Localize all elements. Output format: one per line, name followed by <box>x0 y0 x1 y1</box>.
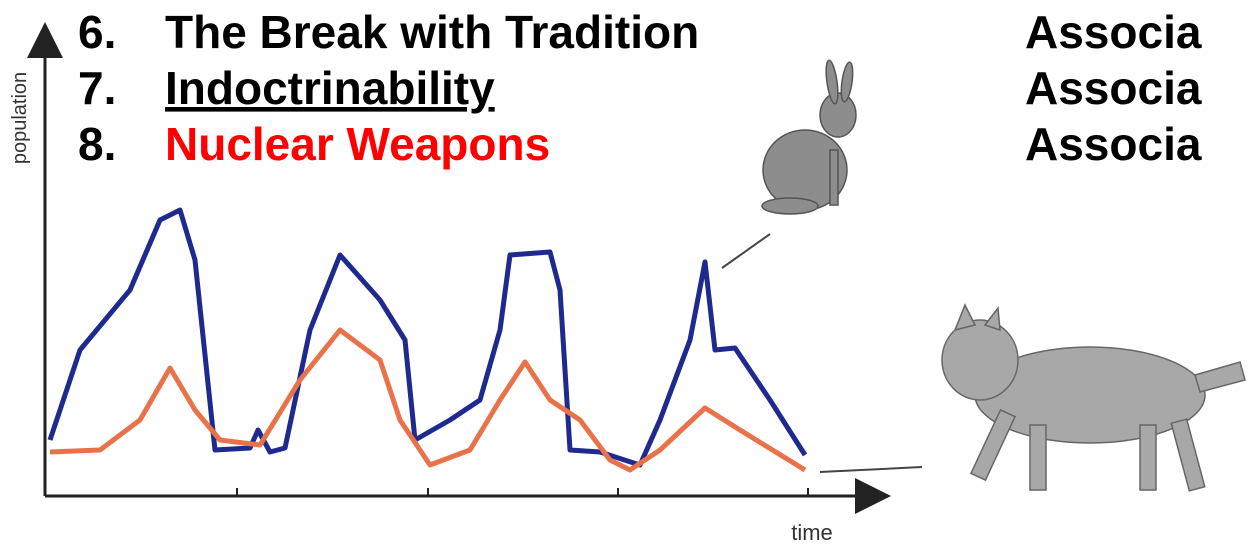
y-axis-label: population <box>9 72 31 164</box>
item-text: The Break with Tradition <box>165 6 699 58</box>
prey-pointer <box>722 234 770 268</box>
item-text: Indoctrinability <box>165 62 495 114</box>
lynx-illustration <box>942 305 1245 491</box>
slide-canvas: population time 6. The Break with Tradit… <box>0 0 1252 546</box>
item-number: 7. <box>78 62 116 114</box>
right-text: Associa <box>1025 62 1202 114</box>
item-number: 8. <box>78 118 116 170</box>
predator-pointer <box>820 467 922 472</box>
list: 6. The Break with Tradition 7. Indoctrin… <box>78 6 1202 170</box>
slide: population time 6. The Break with Tradit… <box>0 0 1252 546</box>
item-text: Nuclear Weapons <box>165 118 550 170</box>
right-text: Associa <box>1025 6 1202 58</box>
predator-curve <box>50 330 805 470</box>
right-text: Associa <box>1025 118 1202 170</box>
prey-curve <box>50 210 805 465</box>
rabbit-illustration <box>762 60 856 214</box>
item-number: 6. <box>78 6 116 58</box>
x-axis-label: time <box>791 520 833 545</box>
